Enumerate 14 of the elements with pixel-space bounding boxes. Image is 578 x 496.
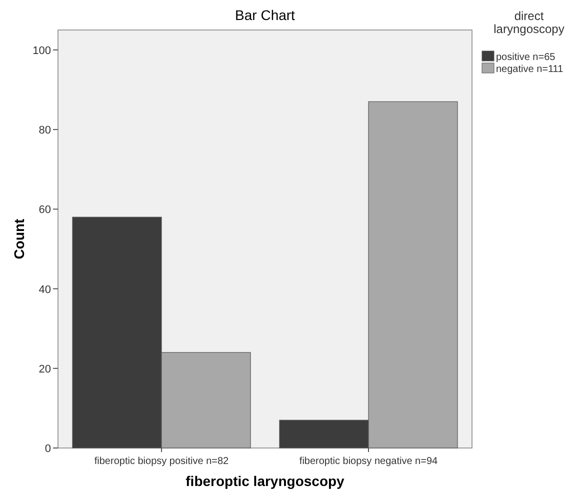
y-tick-label: 20 (38, 363, 51, 376)
legend-label: positive n=65 (496, 52, 556, 63)
y-axis-title: Count (11, 218, 27, 260)
chart-title: Bar Chart (235, 7, 296, 23)
x-tick-label: fiberoptic biopsy positive n=82 (94, 456, 230, 467)
x-tick-label: fiberoptic biopsy negative n=94 (299, 456, 438, 467)
legend-label: negative n=111 (496, 64, 564, 75)
y-tick-label: 60 (38, 204, 51, 216)
y-tick-label: 40 (38, 284, 51, 296)
y-tick-label: 80 (38, 124, 51, 137)
x-axis-title: fiberoptic laryngoscopy (186, 473, 345, 489)
legend-title: direct laryngoscopy (494, 9, 564, 36)
y-tick-label: 0 (44, 443, 51, 455)
y-tick-label: 100 (32, 44, 51, 57)
